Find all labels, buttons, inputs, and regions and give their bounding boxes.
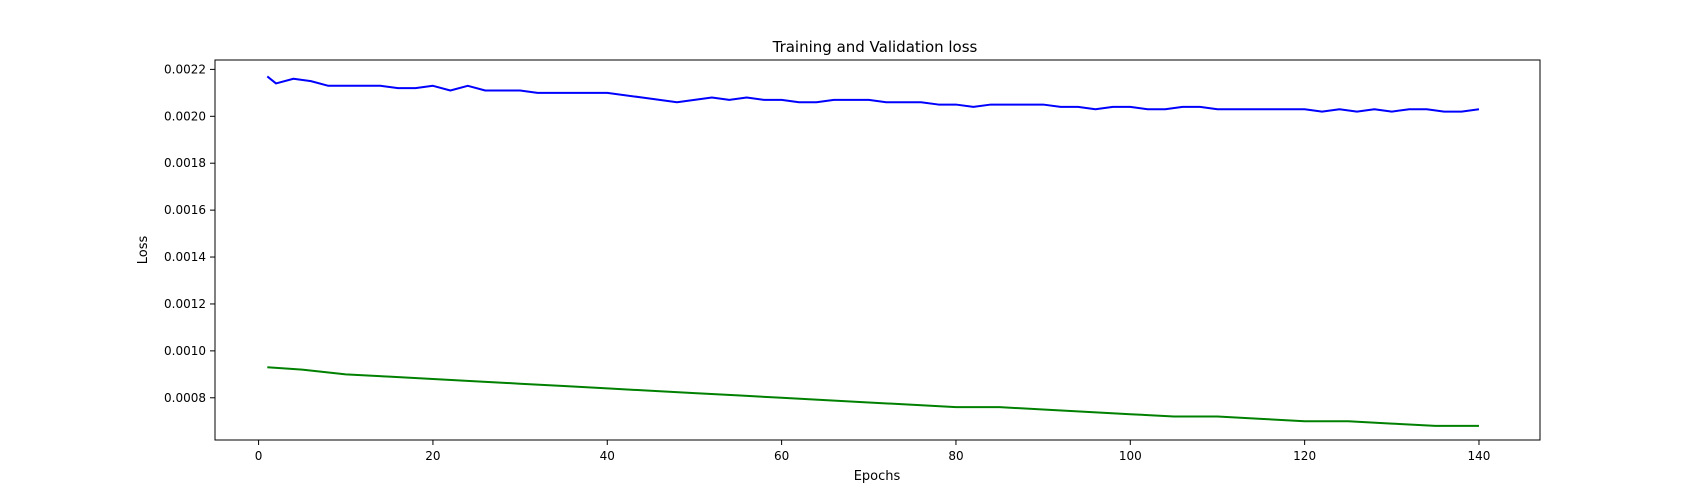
y-tick-label: 0.0016 [164,203,206,217]
x-axis-ticks: 0 20 40 60 80 100 120 140 [255,440,1491,463]
x-tick-label: 140 [1468,449,1491,463]
x-tick-label: 0 [255,449,263,463]
y-tick-label: 0.0014 [164,250,206,264]
y-tick-label: 0.0008 [164,391,206,405]
series-layer [266,75,1480,427]
y-axis-ticks: 0.0008 0.0010 0.0012 0.0014 0.0016 0.0018 0.00… [164,62,215,405]
y-axis-label: Loss [136,236,151,265]
x-tick-label: 60 [774,449,789,463]
series-line-1 [266,75,1480,113]
y-tick-label: 0.0020 [164,109,206,123]
x-tick-label: 40 [600,449,615,463]
x-tick-label: 80 [948,449,963,463]
y-tick-label: 0.0022 [164,62,206,76]
x-tick-label: 100 [1119,449,1142,463]
plot-frame [214,59,1541,441]
x-tick-label: 120 [1293,449,1316,463]
y-tick-label: 0.0018 [164,156,206,170]
y-tick-label: 0.0010 [164,344,206,358]
chart-title: Training and Validation loss [772,38,978,56]
x-tick-label: 20 [425,449,440,463]
series-line-2 [267,366,1479,427]
y-tick-label: 0.0012 [164,297,206,311]
x-axis-label: Epochs [854,469,901,484]
